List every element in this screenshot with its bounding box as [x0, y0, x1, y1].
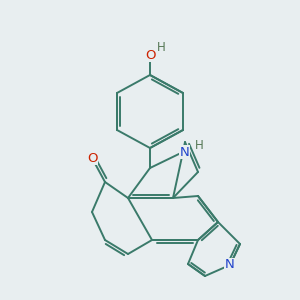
Text: N: N — [180, 146, 189, 158]
Text: H: H — [157, 41, 166, 54]
Text: O: O — [145, 49, 155, 62]
Text: N: N — [225, 259, 235, 272]
Text: O: O — [87, 152, 97, 164]
Text: H: H — [195, 139, 204, 152]
